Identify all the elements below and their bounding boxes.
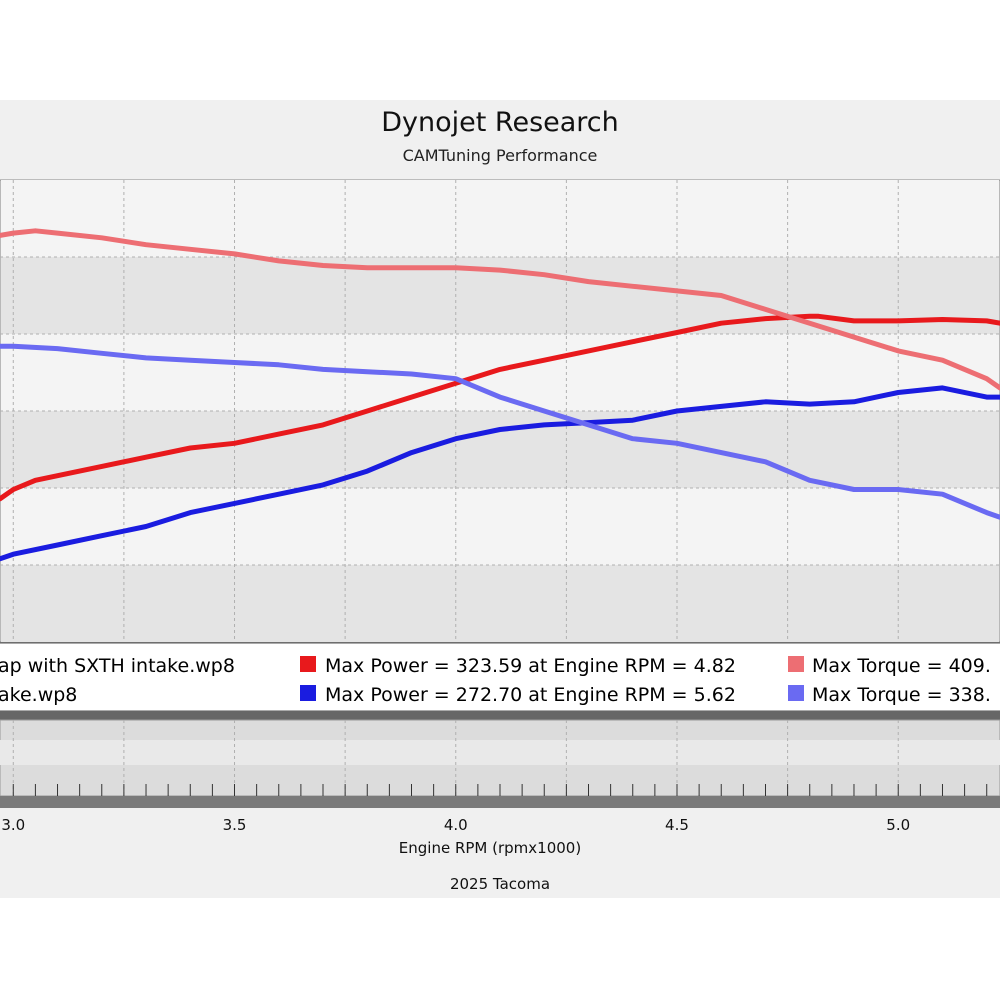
- legend-torque-1: Max Torque = 409.: [812, 655, 991, 677]
- x-axis-label: Engine RPM (rpmx1000): [398, 839, 582, 857]
- series-line-4: [0, 343, 1000, 520]
- x-tick-label: 5.0: [886, 816, 910, 834]
- x-axis-bar: [0, 796, 1000, 808]
- x-tick-label: 4.0: [444, 816, 468, 834]
- legend-swatch-power-1: [300, 656, 316, 672]
- plot-band: [1, 411, 999, 488]
- series-line-3: [0, 228, 1000, 391]
- legend-box: [0, 642, 1000, 712]
- legend-torque-2: Max Torque = 338.: [812, 684, 991, 706]
- legend-power-1: Max Power = 323.59 at Engine RPM = 4.82: [325, 655, 736, 677]
- legend-row-1: ap with SXTH intake.wp8 Max Power = 323.…: [0, 655, 991, 677]
- legend-file-1: ap with SXTH intake.wp8: [0, 655, 235, 677]
- plot-band: [1, 565, 999, 642]
- plot-band: [1, 488, 999, 565]
- legend-file-2: ake.wp8: [0, 684, 77, 706]
- chart-footer: 2025 Tacoma: [449, 875, 551, 893]
- chart-title: Dynojet Research: [381, 107, 619, 138]
- scrollbar-track[interactable]: [0, 711, 1000, 720]
- legend-power-2: Max Power = 272.70 at Engine RPM = 5.62: [325, 684, 736, 706]
- lower-band: [0, 740, 1000, 765]
- x-axis-ticks: [12, 784, 988, 796]
- series-lines: [0, 228, 1000, 562]
- series-line-2: [0, 385, 1000, 562]
- x-tick-label: 3.0: [1, 816, 25, 834]
- plot-band: [1, 180, 999, 257]
- series-line-1: [0, 313, 1000, 502]
- plot-bands: [1, 180, 999, 642]
- grid-lines: [0, 180, 1000, 642]
- x-tick-label: 3.5: [223, 816, 247, 834]
- legend-swatch-torque-1: [788, 656, 804, 672]
- x-axis-tick-labels: 3.0 3.5 4.0 4.5 5.0: [1, 816, 910, 834]
- x-tick-label: 4.5: [665, 816, 689, 834]
- chart-subtitle: CAMTuning Performance: [402, 146, 598, 165]
- legend-swatch-power-2: [300, 685, 316, 701]
- legend-row-2: ake.wp8 Max Power = 272.70 at Engine RPM…: [0, 684, 991, 706]
- lower-grid: [12, 720, 899, 796]
- legend-swatch-torque-2: [788, 685, 804, 701]
